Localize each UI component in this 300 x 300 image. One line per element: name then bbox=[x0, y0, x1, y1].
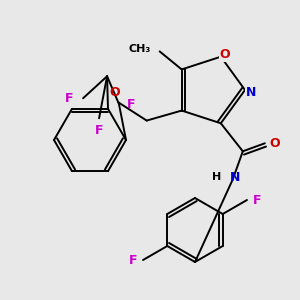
Text: O: O bbox=[269, 137, 280, 150]
Text: F: F bbox=[127, 98, 135, 111]
Text: F: F bbox=[65, 92, 73, 105]
Text: CH₃: CH₃ bbox=[129, 44, 151, 54]
Text: F: F bbox=[95, 124, 103, 137]
Text: F: F bbox=[129, 254, 137, 266]
Text: N: N bbox=[246, 85, 256, 98]
Text: H: H bbox=[212, 172, 221, 182]
Text: F: F bbox=[253, 194, 261, 206]
Text: O: O bbox=[220, 48, 230, 61]
Text: N: N bbox=[230, 171, 240, 184]
Text: O: O bbox=[110, 86, 120, 99]
